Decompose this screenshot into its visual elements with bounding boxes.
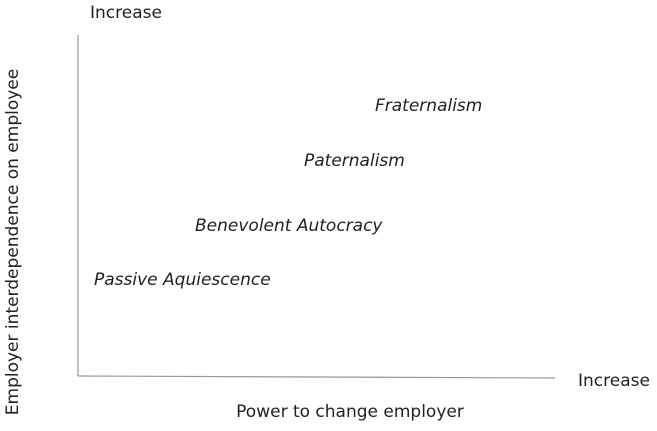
- item-label: Benevolent Autocracy: [195, 216, 383, 236]
- item-label: Fraternalism: [375, 96, 482, 116]
- y-axis-label: Employer interdependence on employee: [3, 69, 23, 415]
- item-label: Passive Aquiescence: [94, 270, 271, 290]
- x-axis: [77, 375, 556, 379]
- item-label: Paternalism: [304, 151, 405, 171]
- x-axis-end-label: Increase: [578, 371, 650, 391]
- x-axis-label: Power to change employer: [236, 402, 464, 422]
- y-axis-end-label: Increase: [90, 3, 162, 23]
